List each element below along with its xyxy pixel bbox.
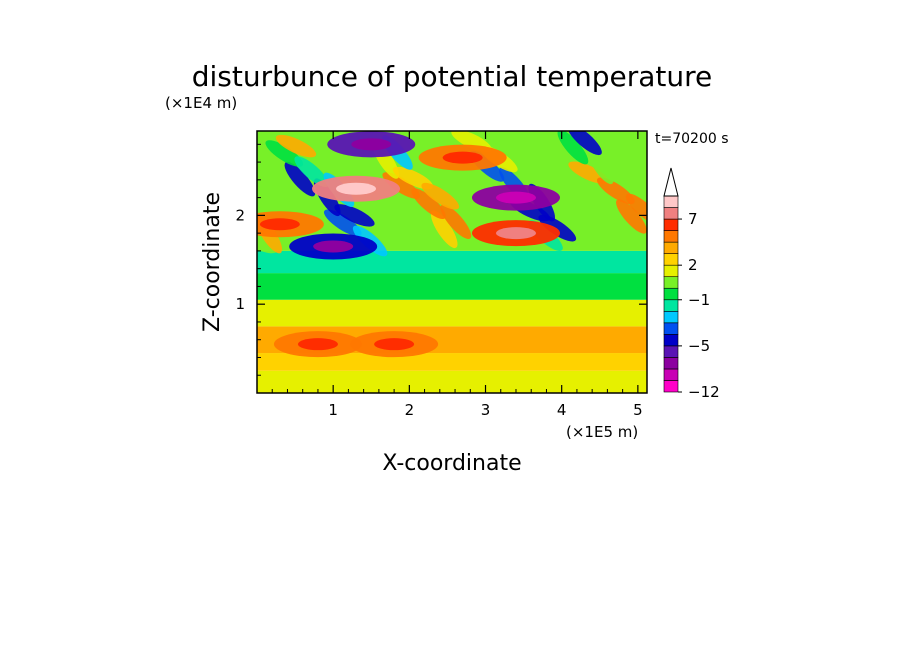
field-feature-core-8 (374, 338, 415, 351)
colorbar-swatch-14 (663, 218, 679, 231)
colorbar-label--1: −1 (688, 291, 710, 309)
colorbar-swatch-2 (663, 357, 679, 370)
field-feature-core-7 (297, 338, 338, 351)
field-ripple-27 (625, 193, 647, 225)
x-tick-label-5: 5 (633, 401, 643, 419)
colorbar-swatch-8 (663, 287, 679, 301)
field-feature-core-1 (442, 151, 483, 164)
colorbar-swatch-16 (663, 195, 679, 208)
colorbar-swatch-10 (663, 264, 679, 278)
field-band-1 (257, 353, 647, 371)
field-ripple-3 (284, 161, 316, 197)
colorbar-swatch-0 (663, 380, 679, 393)
colorbar-swatch-4 (663, 334, 679, 347)
field-ripple-16 (596, 177, 635, 205)
y-axis-label: Z-coordinate (200, 192, 225, 332)
field-ripple-21 (538, 214, 577, 242)
field-ripple-24 (586, 146, 614, 185)
field-ripple-4 (430, 210, 458, 249)
colorbar-swatch-5 (663, 322, 679, 335)
colorbar-swatch-3 (663, 345, 679, 358)
field-ripple-13 (557, 131, 589, 165)
field-ripple-12 (411, 188, 446, 220)
field-ripple-0 (257, 230, 278, 254)
colorbar-label-2: 2 (688, 256, 698, 274)
field-feature-core-0 (336, 182, 377, 195)
field-ripple-1 (382, 172, 421, 199)
colorbar: 7 2 −1 −5 −12 (663, 167, 720, 401)
colorbar-extend-arrow (663, 167, 679, 197)
field-feature-core-2 (495, 227, 536, 240)
colorbar-label--5: −5 (688, 337, 710, 355)
field-ripple-30 (275, 134, 317, 158)
field-band-4 (257, 273, 647, 300)
colorbar-swatch-7 (663, 299, 679, 312)
colorbar-swatch-12 (663, 241, 679, 254)
colorbar-swatch-11 (663, 253, 679, 266)
field-feature-core-3 (259, 218, 300, 231)
colorbar-label-7: 7 (688, 210, 698, 228)
colorbar-swatch-15 (663, 207, 679, 220)
time-label: t=70200 s (655, 131, 729, 147)
field-ripple-25 (334, 204, 375, 227)
colorbar-swatch-13 (663, 230, 679, 243)
field-ripple-6 (323, 209, 362, 237)
x-tick-label-1: 1 (328, 401, 338, 419)
field-ripple-32 (567, 131, 602, 156)
colorbar-swatch-6 (663, 310, 679, 324)
field-ripple-23 (440, 204, 472, 239)
field-ripple-22 (294, 156, 329, 188)
field-band-3 (257, 299, 647, 327)
chart-title: disturbunce of potential temperature (192, 60, 713, 93)
x-tick-label-3: 3 (481, 401, 491, 419)
contour-field (257, 131, 647, 393)
y-tick-label-1: 1 (235, 295, 245, 313)
field-ripple-31 (421, 182, 460, 210)
y-tick-label-2: 2 (235, 206, 245, 224)
colorbar-swatch-1 (663, 368, 679, 381)
field-ripple-8 (616, 199, 647, 234)
plot-frame (256, 130, 648, 394)
field-band-0 (257, 370, 647, 393)
x-unit-label: (×1E5 m) (566, 423, 638, 441)
colorbar-label--12: −12 (688, 383, 720, 401)
field-feature-core-5 (495, 191, 536, 204)
axis-ticks: 1 2 3 4 5 1 2 (235, 131, 647, 419)
x-axis-label: X-coordinate (382, 451, 521, 476)
x-tick-label-4: 4 (557, 401, 567, 419)
field-ripple-11 (265, 140, 304, 167)
colorbar-swatch-9 (663, 276, 679, 289)
field-feature-core-4 (351, 138, 392, 151)
x-tick-label-2: 2 (405, 401, 415, 419)
field-feature-core-6 (313, 240, 354, 253)
y-unit-label: (×1E4 m) (165, 94, 237, 112)
